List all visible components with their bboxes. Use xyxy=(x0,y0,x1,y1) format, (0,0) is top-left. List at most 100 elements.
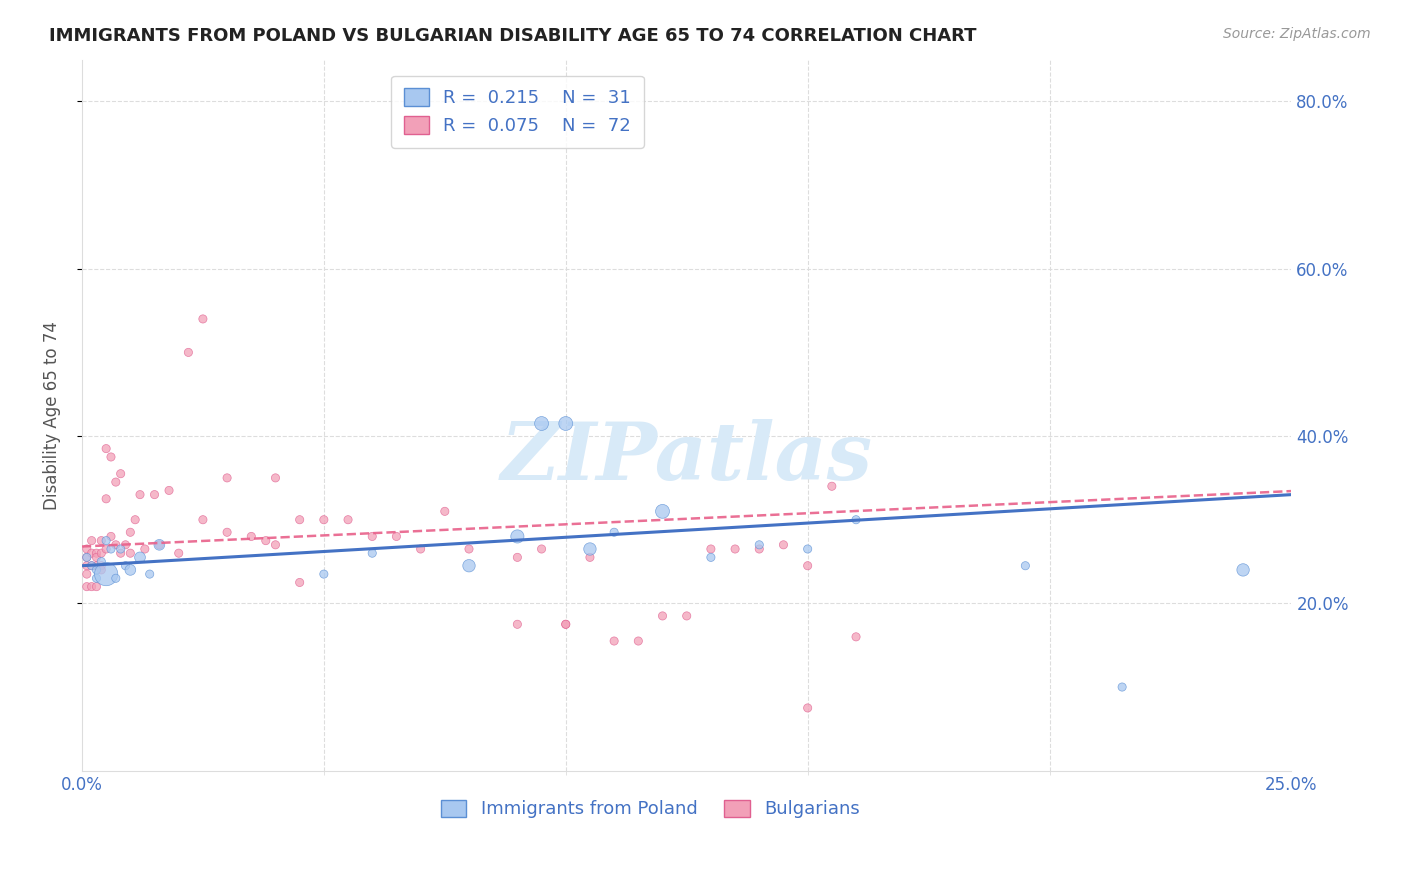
Point xyxy=(177,345,200,359)
Point xyxy=(120,546,142,560)
Point xyxy=(651,608,673,623)
Point xyxy=(579,541,602,556)
Point xyxy=(90,546,112,560)
Point xyxy=(86,563,108,577)
Point xyxy=(157,483,180,498)
Point xyxy=(80,546,103,560)
Point xyxy=(167,546,190,560)
Point xyxy=(120,525,142,540)
Point xyxy=(627,634,650,648)
Point xyxy=(409,541,432,556)
Point xyxy=(90,563,112,577)
Point xyxy=(86,580,108,594)
Point xyxy=(104,538,127,552)
Point xyxy=(772,538,794,552)
Point xyxy=(90,558,112,573)
Point xyxy=(748,538,770,552)
Point xyxy=(143,488,166,502)
Point xyxy=(80,533,103,548)
Point xyxy=(90,533,112,548)
Point xyxy=(240,529,263,543)
Point xyxy=(86,546,108,560)
Point xyxy=(554,617,576,632)
Point xyxy=(129,488,152,502)
Point xyxy=(94,533,117,548)
Point xyxy=(603,525,626,540)
Point xyxy=(94,491,117,506)
Point xyxy=(148,538,170,552)
Legend: Immigrants from Poland, Bulgarians: Immigrants from Poland, Bulgarians xyxy=(433,792,868,826)
Point xyxy=(100,529,122,543)
Point xyxy=(506,529,529,543)
Point xyxy=(94,541,117,556)
Point xyxy=(458,558,481,573)
Point xyxy=(796,541,818,556)
Point xyxy=(76,550,98,565)
Point xyxy=(124,513,146,527)
Point xyxy=(94,442,117,456)
Point xyxy=(288,513,311,527)
Point xyxy=(110,467,132,481)
Point xyxy=(458,541,481,556)
Point xyxy=(554,417,576,431)
Text: IMMIGRANTS FROM POLAND VS BULGARIAN DISABILITY AGE 65 TO 74 CORRELATION CHART: IMMIGRANTS FROM POLAND VS BULGARIAN DISA… xyxy=(49,27,977,45)
Point xyxy=(76,558,98,573)
Point xyxy=(264,538,287,552)
Point xyxy=(76,567,98,582)
Point xyxy=(748,541,770,556)
Point xyxy=(361,529,384,543)
Point xyxy=(76,580,98,594)
Point xyxy=(264,471,287,485)
Point xyxy=(361,546,384,560)
Point xyxy=(312,513,335,527)
Point xyxy=(845,513,868,527)
Point xyxy=(579,550,602,565)
Point xyxy=(254,533,277,548)
Point xyxy=(700,541,723,556)
Point xyxy=(120,563,142,577)
Point xyxy=(1111,680,1133,694)
Point xyxy=(191,513,214,527)
Point xyxy=(603,634,626,648)
Point xyxy=(114,538,136,552)
Point xyxy=(385,529,408,543)
Point xyxy=(148,538,170,552)
Point xyxy=(191,312,214,326)
Point xyxy=(1014,558,1036,573)
Point xyxy=(129,550,152,565)
Point xyxy=(845,630,868,644)
Point xyxy=(700,550,723,565)
Point xyxy=(76,550,98,565)
Point xyxy=(312,567,335,582)
Point xyxy=(506,550,529,565)
Point xyxy=(134,541,156,556)
Point xyxy=(80,558,103,573)
Point xyxy=(110,541,132,556)
Point xyxy=(433,504,456,518)
Point xyxy=(86,558,108,573)
Y-axis label: Disability Age 65 to 74: Disability Age 65 to 74 xyxy=(44,321,60,509)
Point xyxy=(94,567,117,582)
Point xyxy=(530,541,553,556)
Point xyxy=(1232,563,1254,577)
Point xyxy=(80,580,103,594)
Point xyxy=(90,555,112,569)
Point xyxy=(530,417,553,431)
Point xyxy=(76,541,98,556)
Point xyxy=(651,504,673,518)
Point xyxy=(86,571,108,585)
Text: Source: ZipAtlas.com: Source: ZipAtlas.com xyxy=(1223,27,1371,41)
Point xyxy=(217,471,239,485)
Point xyxy=(796,701,818,715)
Point xyxy=(114,558,136,573)
Point xyxy=(104,475,127,489)
Point xyxy=(724,541,747,556)
Point xyxy=(100,450,122,464)
Point xyxy=(554,617,576,632)
Point xyxy=(110,546,132,560)
Point xyxy=(288,575,311,590)
Point xyxy=(100,541,122,556)
Point xyxy=(821,479,844,493)
Point xyxy=(138,567,160,582)
Point xyxy=(506,617,529,632)
